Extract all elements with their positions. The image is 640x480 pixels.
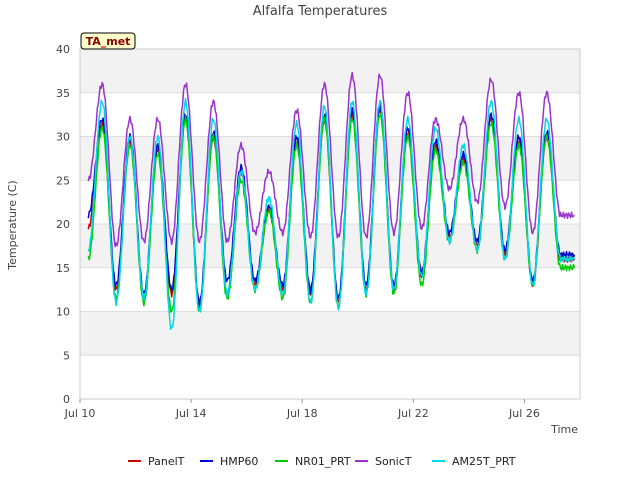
grid-band	[80, 49, 580, 93]
x-tick-label: Jul 10	[64, 407, 96, 420]
y-tick-label: 30	[56, 131, 70, 144]
y-tick-label: 5	[63, 349, 70, 362]
y-tick-label: 25	[56, 174, 70, 187]
legend-label: PanelT	[148, 455, 185, 468]
grid-band	[80, 224, 580, 268]
plot-border	[79, 48, 581, 400]
legend-label: SonicT	[375, 455, 412, 468]
y-axis-label: Temperature (C)	[6, 180, 19, 270]
x-tick-label: Jul 26	[508, 407, 540, 420]
y-ticks: 0 5 10 15 20 25 30 35 40	[56, 43, 70, 406]
legend-label: AM25T_PRT	[452, 455, 516, 468]
legend-label: NR01_PRT	[295, 455, 351, 468]
x-tick-label: Jul 22	[397, 407, 429, 420]
ta-met-tag: TA_met	[80, 32, 136, 50]
chart-title: Alfalfa Temperatures	[253, 4, 388, 19]
y-tick-label: 15	[56, 262, 70, 275]
y-tick-label: 10	[56, 306, 70, 319]
x-tick-label: Jul 14	[175, 407, 207, 420]
y-tick-label: 40	[56, 43, 70, 56]
y-tick-label: 0	[63, 393, 70, 406]
y-tick-label: 35	[56, 87, 70, 100]
tag-box	[80, 32, 136, 50]
grid-band	[80, 311, 580, 356]
x-ticks: Jul 10 Jul 14 Jul 18 Jul 22 Jul 26	[64, 399, 540, 420]
series-line-am25t-prt	[87, 97, 575, 331]
y-tick-label: 20	[56, 218, 70, 231]
legend: PanelT HMP60 NR01_PRT SonicT AM25T_PRT	[128, 455, 516, 468]
series-line-sonict	[87, 71, 575, 248]
x-tick-label: Jul 18	[286, 407, 318, 420]
x-axis-label: Time	[550, 423, 578, 436]
series-lines	[87, 71, 576, 331]
tag-label: TA_met	[86, 35, 131, 48]
legend-label: HMP60	[220, 455, 258, 468]
